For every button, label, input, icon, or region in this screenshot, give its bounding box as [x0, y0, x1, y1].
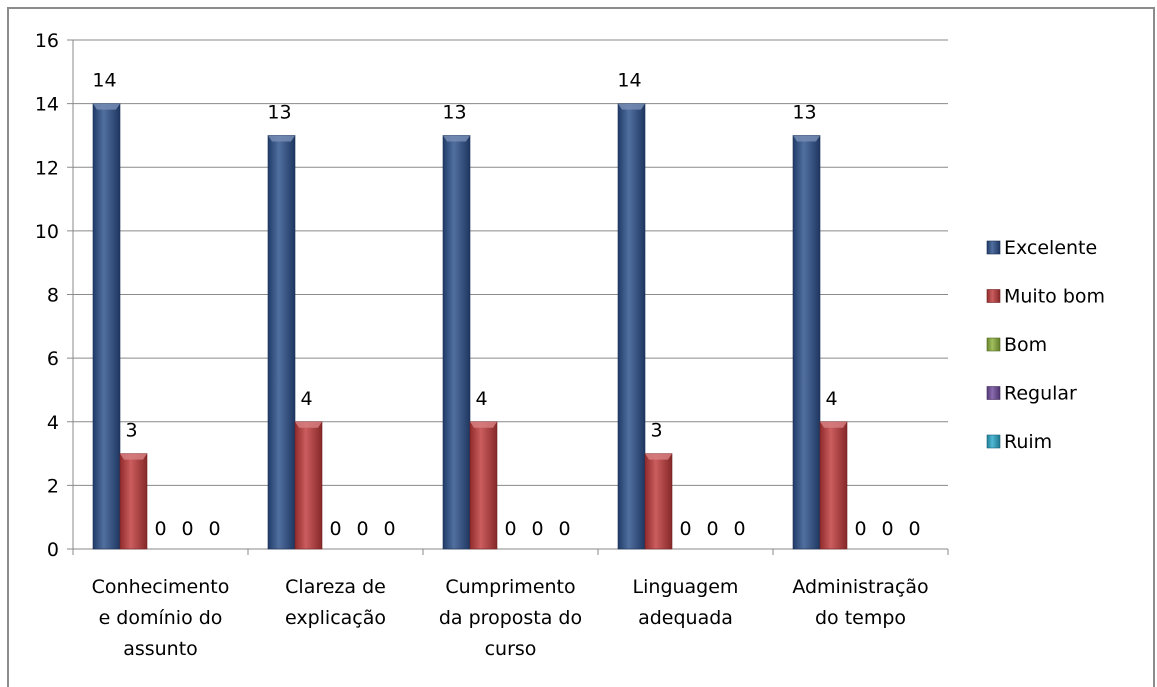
- data-label: 0: [706, 518, 718, 540]
- data-label: 0: [208, 518, 220, 540]
- bar-cap: [618, 103, 645, 110]
- category-label: Cumprimento: [445, 576, 575, 598]
- data-label: 0: [881, 518, 893, 540]
- data-label: 0: [854, 518, 866, 540]
- data-label: 0: [531, 518, 543, 540]
- bar-cap: [93, 103, 120, 110]
- bar: [92, 103, 121, 550]
- data-label: 0: [733, 518, 745, 540]
- legend-label: Regular: [1004, 383, 1077, 405]
- legend: Excelente Muito bom Bom Regular Ruim: [986, 237, 1105, 453]
- data-label: 0: [181, 518, 193, 540]
- category-label: explicação: [285, 607, 386, 629]
- gridlines: [73, 39, 948, 550]
- bar-cap: [645, 453, 672, 460]
- y-tick-label: 2: [47, 475, 59, 497]
- y-tick-label: 6: [47, 348, 59, 370]
- legend-swatch: [986, 434, 1001, 449]
- data-label: 0: [329, 518, 341, 540]
- y-tick-label: 4: [47, 412, 59, 434]
- bars: [92, 103, 848, 550]
- data-label: 0: [908, 518, 920, 540]
- data-label: 0: [356, 518, 368, 540]
- data-label: 4: [475, 388, 487, 410]
- data-label: 0: [558, 518, 570, 540]
- legend-label: Excelente: [1004, 237, 1097, 259]
- bar: [644, 453, 673, 550]
- y-tick-label: 8: [47, 285, 59, 307]
- category-label: e domínio do: [99, 607, 223, 629]
- legend-swatch: [986, 337, 1001, 352]
- y-tick-label: 0: [47, 539, 59, 561]
- category-label: adequada: [638, 607, 733, 629]
- bar: [617, 103, 646, 550]
- category-label: assunto: [123, 638, 198, 660]
- y-tick-label: 10: [35, 221, 59, 243]
- data-label: 13: [267, 101, 291, 123]
- category-label: Linguagem: [633, 576, 739, 598]
- y-tick-label: 12: [35, 157, 59, 179]
- category-label: Administração: [792, 576, 928, 598]
- bar-cap: [295, 421, 322, 428]
- legend-label: Ruim: [1004, 431, 1052, 453]
- y-tick-label: 16: [35, 30, 59, 52]
- data-label: 0: [679, 518, 691, 540]
- category-label: curso: [485, 638, 537, 660]
- legend-label: Muito bom: [1004, 286, 1105, 308]
- category-label: Conhecimento: [92, 576, 230, 598]
- bar: [792, 135, 821, 550]
- bar-cap: [443, 135, 470, 142]
- data-label: 0: [383, 518, 395, 540]
- data-label: 13: [442, 101, 466, 123]
- category-label: da proposta do: [439, 607, 582, 629]
- data-label: 4: [825, 388, 837, 410]
- data-label: 0: [154, 518, 166, 540]
- bar-cap: [268, 135, 295, 142]
- legend-swatch: [986, 289, 1001, 303]
- data-label: 13: [792, 101, 816, 123]
- bar: [119, 453, 148, 550]
- y-axis: 0 2 4 6 8 10 12 14 16: [35, 30, 74, 561]
- bar-chart: 0 2 4 6 8 10 12 14 16 Conhecimento e domínio do as…: [35, 30, 1105, 660]
- x-axis: Conhecimento e domínio do assunto Clareza d…: [72, 548, 949, 660]
- category-label: do tempo: [815, 607, 906, 629]
- bar: [267, 135, 296, 550]
- data-label: 4: [300, 388, 312, 410]
- data-label: 14: [92, 70, 116, 92]
- legend-label: Bom: [1004, 334, 1047, 356]
- bar: [442, 135, 471, 550]
- data-label: 3: [125, 420, 137, 442]
- bar: [819, 421, 848, 550]
- data-label: 3: [650, 420, 662, 442]
- legend-swatch: [986, 386, 1001, 400]
- chart-frame: 0 2 4 6 8 10 12 14 16 Conhecimento e domínio do as…: [7, 7, 1155, 687]
- bar-cap: [470, 421, 497, 428]
- legend-swatch: [986, 240, 1001, 255]
- data-label: 14: [617, 70, 641, 92]
- bar-cap: [120, 453, 147, 460]
- category-label: Clareza de: [285, 576, 386, 598]
- bar-cap: [820, 421, 847, 428]
- data-label: 0: [504, 518, 516, 540]
- bar: [294, 421, 323, 550]
- bar-cap: [793, 135, 820, 142]
- bar: [469, 421, 498, 550]
- y-tick-label: 14: [35, 94, 59, 116]
